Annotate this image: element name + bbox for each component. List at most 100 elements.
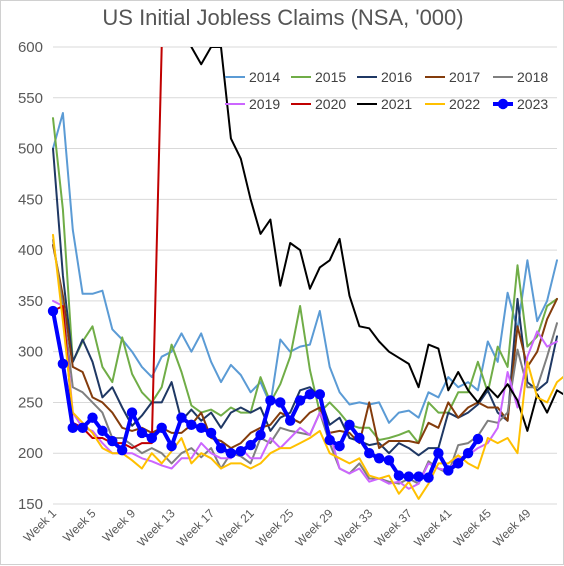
point-2023 [166, 440, 177, 452]
series-lines [47, 47, 563, 500]
x-tick-label: Week 41 [411, 506, 454, 549]
point-2023 [423, 472, 434, 483]
x-tick-label: Week 33 [332, 506, 375, 549]
y-axis: 150 200 250 300 350 400 450 500 550 600 [18, 39, 43, 513]
y-tick-label: 300 [18, 344, 43, 361]
legend-item-2017: 2017 [425, 69, 480, 85]
point-2023 [77, 422, 88, 434]
legend-label: 2022 [449, 96, 480, 112]
y-tick-label: 250 [18, 394, 43, 411]
point-2023 [196, 422, 207, 434]
legend-label: 2020 [315, 96, 346, 112]
y-tick-label: 150 [18, 496, 43, 513]
y-tick-label: 350 [18, 293, 43, 310]
x-tick-label: Week 25 [253, 506, 296, 549]
point-2023 [452, 458, 464, 469]
point-2023 [107, 435, 118, 447]
point-2023 [235, 445, 246, 457]
line-2022 [52, 233, 563, 500]
legend-label: 2018 [517, 69, 548, 85]
point-2023 [462, 448, 474, 459]
point-2023 [364, 448, 375, 459]
y-tick-label: 600 [18, 39, 43, 56]
legend-item-2023: 2023 [493, 96, 548, 112]
legend-label: 2021 [381, 96, 412, 112]
point-2023 [176, 412, 187, 423]
legend: 2014 2015 2016 2017 2018 2019 2020 2021 2022 2023 [225, 69, 548, 112]
point-2023 [433, 448, 444, 459]
x-tick-label: Week 5 [60, 506, 99, 545]
point-2023 [116, 444, 128, 456]
point-2023 [324, 434, 335, 446]
point-2023 [294, 395, 306, 406]
legend-item-2018: 2018 [493, 69, 548, 85]
point-2023 [146, 432, 158, 444]
x-tick-label: Week 17 [174, 506, 217, 549]
legend-item-2015: 2015 [291, 69, 346, 85]
legend-item-2021: 2021 [357, 96, 412, 112]
point-2023 [373, 453, 385, 464]
point-2023 [344, 419, 355, 430]
x-tick-label: Week 13 [134, 506, 177, 549]
point-2023 [136, 427, 148, 439]
point-2023 [126, 407, 138, 418]
point-2023 [284, 415, 296, 426]
legend-item-2014: 2014 [225, 69, 280, 85]
point-2023 [334, 440, 345, 452]
point-2023 [156, 422, 167, 434]
point-2023 [225, 448, 237, 459]
point-2023 [275, 397, 286, 408]
point-2023 [205, 427, 217, 439]
legend-item-2016: 2016 [357, 69, 412, 85]
point-2023 [47, 305, 59, 317]
legend-label: 2023 [517, 96, 548, 112]
x-tick-label: Week 49 [490, 506, 533, 549]
point-2023 [383, 455, 395, 466]
y-tick-label: 200 [18, 445, 43, 462]
x-tick-label: Week 9 [100, 506, 139, 545]
point-2023 [314, 389, 326, 400]
series-2017 [52, 244, 558, 450]
point-2023 [245, 439, 256, 451]
y-tick-label: 400 [18, 242, 43, 259]
y-tick-label: 550 [18, 90, 43, 107]
y-tick-label: 450 [18, 191, 43, 208]
line-2015 [52, 117, 558, 445]
series-2021 [190, 47, 563, 432]
point-2023 [186, 419, 197, 430]
point-2023 [393, 470, 405, 481]
point-2023 [413, 471, 424, 482]
x-tick-label: Week 45 [451, 506, 494, 549]
legend-item-2020: 2020 [291, 96, 346, 112]
legend-marker [497, 98, 509, 110]
gridlines [53, 46, 557, 505]
point-2023 [87, 412, 98, 423]
x-tick-label: Week 29 [293, 506, 336, 549]
legend-label: 2015 [315, 69, 346, 85]
legend-item-2019: 2019 [225, 96, 280, 112]
chart-title: US Initial Jobless Claims (NSA, '000) [102, 5, 463, 30]
legend-label: 2019 [249, 96, 280, 112]
point-2023 [403, 471, 414, 482]
y-tick-label: 500 [18, 141, 43, 158]
line-2021 [190, 47, 563, 432]
point-2023 [255, 429, 266, 441]
legend-label: 2016 [381, 69, 412, 85]
point-2023 [265, 395, 276, 406]
point-2023 [304, 389, 316, 400]
series-2014 [52, 112, 558, 424]
point-2023 [215, 442, 227, 454]
line-2017 [52, 244, 558, 450]
point-2023 [97, 425, 108, 437]
x-tick-label: Week 37 [372, 506, 415, 549]
point-2023 [57, 358, 69, 370]
point-2023 [443, 465, 454, 476]
point-2023 [67, 422, 78, 434]
series-2015 [52, 117, 558, 445]
series-2023 [47, 305, 484, 483]
point-2023 [472, 433, 484, 445]
legend-label: 2014 [249, 69, 280, 85]
